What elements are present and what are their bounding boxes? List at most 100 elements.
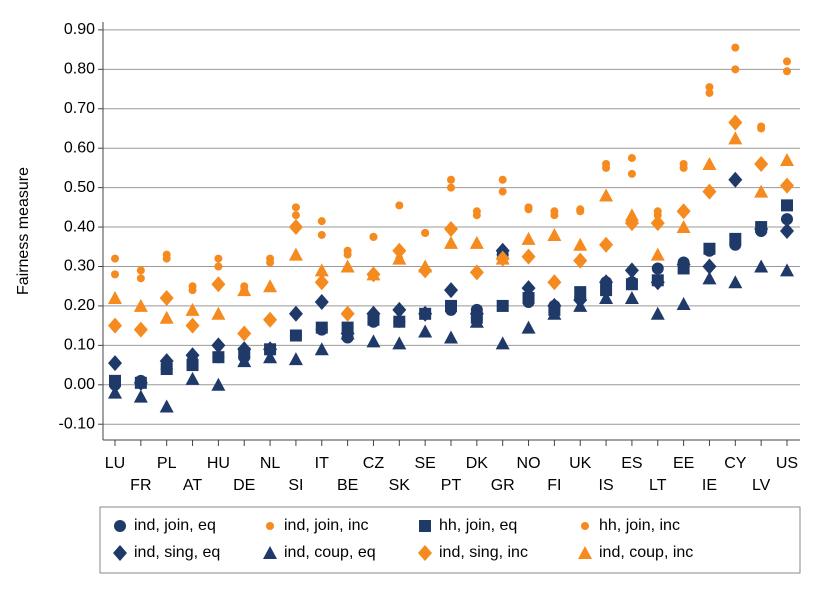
point — [185, 317, 200, 334]
point — [650, 215, 665, 232]
point — [317, 217, 326, 226]
point — [314, 342, 329, 356]
x-tick-label: ES — [621, 455, 642, 472]
point — [521, 320, 536, 334]
point — [496, 299, 509, 312]
point — [366, 305, 381, 322]
point — [703, 242, 716, 255]
point — [315, 321, 328, 334]
point — [159, 353, 174, 370]
point — [136, 266, 145, 275]
legend-box — [99, 506, 801, 574]
x-tick-label: BE — [337, 477, 358, 494]
point — [395, 201, 404, 210]
legend-label: ind, join, inc — [284, 517, 369, 534]
point — [780, 223, 794, 239]
point — [392, 251, 407, 265]
point — [627, 169, 636, 178]
point — [237, 354, 252, 368]
point — [472, 207, 481, 216]
point — [159, 310, 174, 324]
x-tick-label: PT — [441, 477, 462, 494]
point — [469, 314, 484, 328]
point — [108, 385, 122, 399]
point — [266, 254, 275, 263]
x-tick-label: FR — [130, 477, 151, 494]
legend-marker — [263, 546, 277, 559]
point — [392, 242, 407, 259]
point — [418, 305, 433, 322]
x-tick-label: DE — [233, 477, 255, 494]
y-tick-label: 0.70 — [64, 100, 95, 117]
point — [447, 183, 455, 192]
y-tick-label: 0.80 — [64, 61, 95, 78]
point — [754, 259, 769, 273]
x-tick-label: LV — [752, 477, 771, 494]
point — [679, 159, 688, 168]
point — [651, 262, 664, 275]
point — [676, 256, 691, 273]
point — [522, 292, 535, 305]
x-tick-label: IE — [702, 477, 717, 494]
point — [781, 199, 793, 212]
x-tick-label: IT — [315, 455, 329, 472]
y-tick-label: 0.30 — [64, 258, 95, 275]
x-tick-label: EE — [673, 455, 694, 472]
point — [185, 302, 200, 316]
point — [237, 283, 252, 297]
point — [108, 317, 122, 334]
point — [159, 290, 174, 307]
point — [550, 207, 559, 216]
point — [498, 187, 507, 196]
point — [263, 350, 278, 364]
point — [447, 175, 455, 184]
point — [314, 274, 329, 291]
point — [237, 341, 252, 358]
y-tick-label: 0.50 — [64, 179, 95, 196]
x-tick-label: DK — [466, 455, 489, 472]
point — [340, 259, 355, 273]
point — [366, 267, 381, 281]
point — [702, 258, 717, 275]
point — [495, 251, 510, 265]
point — [444, 221, 458, 238]
point — [754, 221, 769, 238]
x-tick-label: SE — [414, 455, 435, 472]
point — [108, 291, 122, 305]
point — [136, 274, 145, 283]
point — [263, 341, 278, 358]
point — [418, 324, 433, 338]
point — [108, 355, 122, 372]
point — [133, 374, 148, 391]
point — [392, 336, 407, 350]
point — [729, 232, 742, 245]
point — [185, 371, 200, 385]
point — [599, 236, 614, 253]
point — [576, 205, 585, 214]
point — [783, 57, 791, 66]
point — [214, 254, 223, 263]
legend-label: ind, join, eq — [134, 517, 216, 534]
point — [211, 276, 226, 293]
point — [728, 275, 743, 289]
point — [676, 203, 691, 220]
point — [521, 248, 536, 265]
point — [288, 247, 303, 261]
legend-marker — [114, 520, 126, 532]
x-tick-label: UK — [569, 455, 592, 472]
point — [237, 325, 252, 342]
point — [340, 326, 355, 340]
point — [159, 399, 174, 413]
point — [444, 330, 458, 344]
x-tick-label: IS — [599, 477, 614, 494]
point — [263, 279, 278, 293]
point — [780, 263, 794, 277]
point — [650, 306, 665, 320]
point — [186, 359, 199, 372]
y-tick-label: 0.00 — [64, 376, 95, 393]
point — [731, 65, 740, 74]
point — [366, 334, 381, 348]
point — [599, 291, 614, 305]
point — [469, 235, 484, 249]
point — [369, 232, 378, 241]
